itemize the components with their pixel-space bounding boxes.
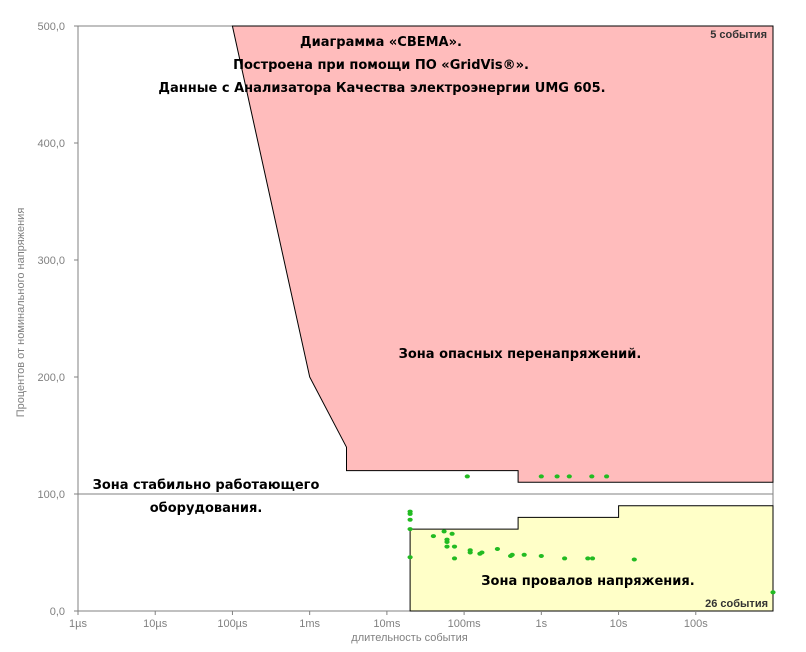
chart-title-line: Построена при помощи ПО «GridVis®». <box>233 58 529 73</box>
data-point <box>444 544 450 549</box>
data-point <box>451 544 458 549</box>
sag-zone-label: Зона провалов напряжения. <box>481 574 694 589</box>
x-tick-label: 1µs <box>69 618 87 630</box>
x-tick-label: 10s <box>610 618 628 630</box>
data-point <box>449 531 455 536</box>
x-axis-title: длительность события <box>351 632 467 644</box>
y-tick-label: 300,0 <box>37 255 65 267</box>
data-point <box>494 547 500 551</box>
y-tick-label: 400,0 <box>37 138 65 150</box>
overvoltage-count: 5 события <box>710 29 767 41</box>
data-point <box>444 540 450 544</box>
data-point <box>554 474 560 479</box>
y-tick-label: 0,0 <box>50 606 65 618</box>
y-tick-label: 200,0 <box>37 372 65 384</box>
data-point <box>430 534 436 539</box>
data-point <box>467 550 473 555</box>
x-tick-label: 10ms <box>373 618 400 630</box>
data-point <box>585 556 591 561</box>
data-point <box>521 552 527 557</box>
data-point <box>407 511 413 516</box>
data-point <box>604 474 610 479</box>
data-point <box>407 517 413 522</box>
data-point <box>451 556 458 561</box>
data-point <box>538 554 544 558</box>
overvoltage-zone-label: Зона опасных перенапряжений. <box>399 347 642 362</box>
data-point <box>562 556 568 561</box>
x-axis-ticks: 1µs 10µs 100µs 1ms 10ms 100ms 1s 10s 100s длитель… <box>69 611 708 644</box>
chart-title-line: Данные с Анализатора Качества электроэне… <box>158 81 605 96</box>
y-tick-label: 500,0 <box>37 21 65 33</box>
y-tick-label: 100,0 <box>37 489 65 501</box>
data-point <box>589 474 595 479</box>
y-axis-title: Процентов от номинального напряжения <box>15 208 27 418</box>
data-point <box>407 527 413 532</box>
data-point <box>509 552 515 557</box>
x-tick-label: 100ms <box>448 618 482 630</box>
sag-count: 26 события <box>705 598 768 610</box>
data-point <box>538 474 544 479</box>
data-point <box>770 590 776 595</box>
data-point <box>441 529 447 534</box>
labels-layer: Диаграмма «CBEMA». Построена при помощи П… <box>93 29 768 610</box>
data-point <box>631 557 637 562</box>
chart-title-line: Диаграмма «CBEMA». <box>300 35 462 50</box>
x-tick-label: 100s <box>684 618 708 630</box>
x-tick-label: 1ms <box>299 618 320 630</box>
data-point <box>566 474 572 479</box>
x-tick-label: 10µs <box>143 618 168 630</box>
stable-zone-label-line: оборудования. <box>150 501 263 516</box>
points-layer <box>407 474 776 595</box>
stable-zone-label-line: Зона стабильно работающего <box>93 478 320 493</box>
data-point <box>464 474 470 479</box>
y-axis-ticks: 0,0 100,0 200,0 300,0 400,0 500,0 Процентов от… <box>15 21 78 618</box>
data-point <box>589 556 596 561</box>
x-tick-label: 1s <box>536 618 548 630</box>
overvoltage-zone <box>231 25 774 483</box>
data-point <box>407 555 413 560</box>
data-point <box>479 550 485 555</box>
x-tick-label: 100µs <box>217 618 248 630</box>
